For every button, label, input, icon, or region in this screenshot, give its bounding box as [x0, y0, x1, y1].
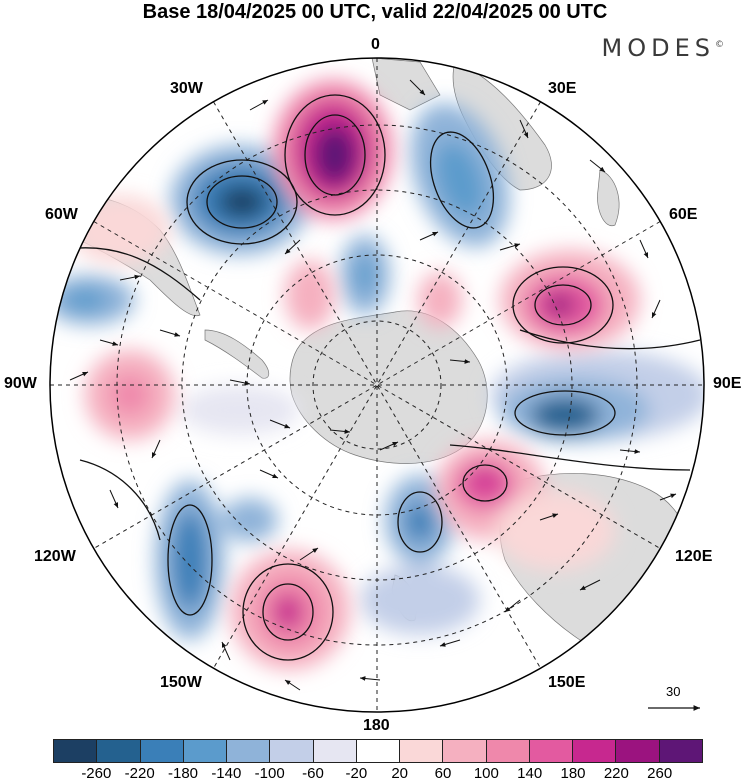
colorbar-swatch — [227, 740, 271, 762]
colorbar-tick-label: 140 — [517, 765, 543, 782]
lon-label-90e: 90E — [713, 375, 742, 392]
madagascar — [597, 169, 620, 227]
lon-label-0: 0 — [371, 36, 380, 53]
lon-label-120w: 120W — [34, 548, 76, 565]
negative-anomalies — [50, 102, 704, 640]
lon-label-60e: 60E — [669, 206, 698, 223]
colorbar-swatch — [183, 740, 228, 762]
lon-label-120e: 120E — [675, 548, 713, 565]
colorbar-tick-label: 260 — [647, 765, 673, 782]
lon-label-60w: 60W — [45, 206, 78, 223]
colorbar-swatch — [313, 740, 357, 762]
lon-label-150w: 150W — [160, 674, 202, 691]
colorbar-tick-label: -220 — [124, 765, 155, 782]
colorbar-swatch — [54, 740, 98, 762]
colorbar-tick-label: 220 — [603, 765, 629, 782]
antarctic-peninsula — [204, 329, 270, 379]
colorbar-tick-label: 60 — [434, 765, 452, 782]
colorbar-tick-label: -180 — [167, 765, 199, 782]
brand-name: MODES — [601, 34, 715, 62]
anomaly-field — [50, 58, 704, 712]
colorbar-swatch — [616, 740, 660, 762]
colorbar-tick-label: 180 — [560, 765, 586, 782]
colorbar-tick-label: -60 — [302, 765, 324, 782]
positive-anomalies — [70, 80, 640, 670]
colorbar-swatch — [573, 740, 617, 762]
colorbar-tick-label: -20 — [345, 765, 368, 782]
colorbar-swatch — [140, 740, 184, 762]
colorbar-tick-label: -260 — [81, 765, 112, 782]
colorbar-tick-label: -100 — [254, 765, 285, 782]
lon-label-30w: 30W — [170, 80, 203, 97]
colorbar-swatch — [97, 740, 141, 762]
graticule — [50, 58, 704, 712]
colorbar-swatch — [659, 740, 702, 762]
lon-label-90w: 90W — [4, 375, 37, 392]
streamlines — [59, 94, 701, 661]
wind-vectors — [69, 79, 677, 691]
lon-label-30e: 30E — [548, 80, 577, 97]
colorbar-tick-label: 20 — [391, 765, 408, 782]
colorbar-swatch — [529, 740, 574, 762]
colorbar-swatch — [400, 740, 444, 762]
colorbar-swatch — [486, 740, 530, 762]
map-boundary — [49, 57, 705, 713]
colorbar — [53, 739, 703, 763]
reference-vector-label: 30 — [666, 684, 681, 699]
colorbar-swatch — [356, 740, 401, 762]
brand-logo: MODES© — [602, 34, 724, 62]
africa-west — [371, 58, 441, 111]
colorbar-swatch — [443, 740, 487, 762]
colorbar-tick-label: -140 — [211, 765, 242, 782]
brand-mark: © — [715, 40, 724, 50]
lon-label-180: 180 — [363, 717, 390, 734]
map-title: Base 18/04/2025 00 UTC, valid 22/04/2025… — [142, 1, 608, 23]
lon-label-150e: 150E — [548, 674, 586, 691]
colorbar-swatch — [270, 740, 314, 762]
colorbar-tick-label: 100 — [473, 765, 499, 782]
